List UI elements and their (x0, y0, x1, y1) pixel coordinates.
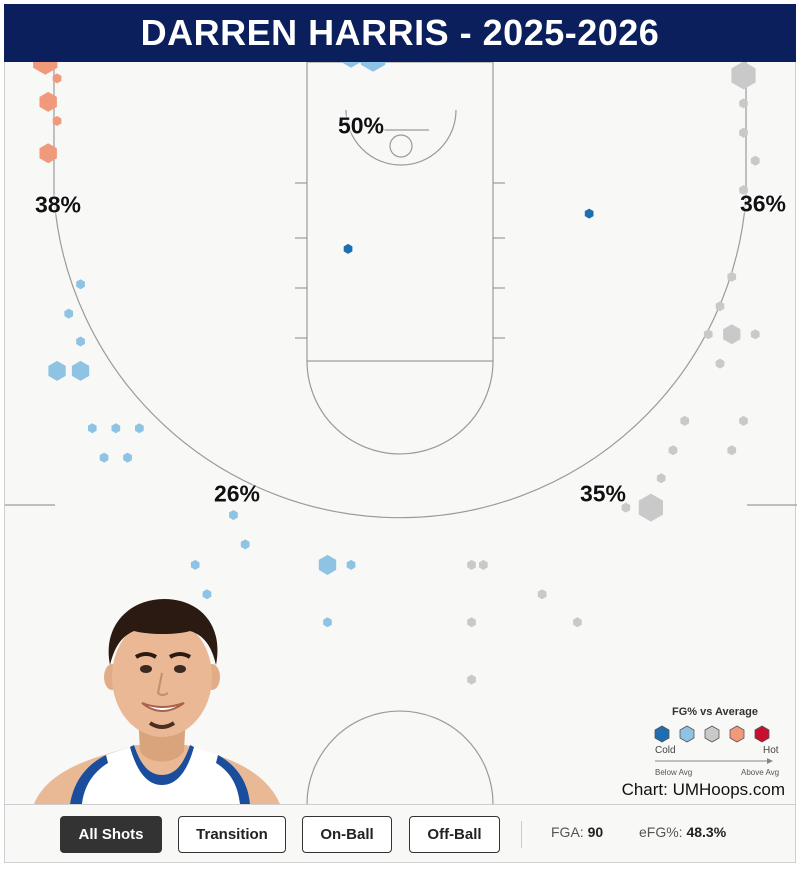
shot-hex-40 (739, 185, 748, 196)
shot-hex-39 (750, 155, 760, 166)
fga-label: FGA: (551, 824, 584, 840)
efg-stat: eFG%: 48.3% (639, 824, 726, 840)
legend: FG% vs Average Cold Hot Below Avg Above … (645, 700, 785, 780)
shot-hexes (33, 62, 760, 685)
legend-swatch-above (729, 725, 745, 743)
shot-hex-29 (190, 559, 200, 570)
shot-hex-51 (656, 473, 666, 484)
free-throw-circle (306, 360, 494, 455)
shot-hex-18 (64, 308, 74, 319)
shot-hex-41 (727, 271, 737, 282)
shot-hex-25 (99, 452, 109, 463)
shot-hex-38 (739, 127, 748, 138)
shot-hex-49 (739, 415, 748, 426)
shot-hex-48 (668, 445, 678, 456)
shot-hex-3 (39, 91, 57, 112)
legend-below-label: Below Avg (655, 768, 693, 777)
court-svg (5, 62, 797, 804)
shot-hex-54 (479, 559, 488, 570)
legend-above-label: Above Avg (741, 768, 780, 777)
efg-label: eFG%: (639, 824, 683, 840)
legend-swatch-hot (754, 725, 770, 743)
shot-hex-4 (52, 116, 62, 126)
shot-hex-15 (343, 243, 353, 254)
legend-hot-label: Hot (763, 745, 779, 756)
shot-hex-21 (71, 360, 90, 381)
three-point-line (53, 62, 747, 519)
legend-swatch-average (704, 725, 720, 743)
legend-swatches (654, 725, 770, 743)
legend-swatch-below (679, 725, 695, 743)
zone-label-left-wing: 26% (213, 480, 261, 507)
efg-value: 48.3% (686, 824, 727, 840)
rim (389, 134, 413, 158)
shot-hex-53 (638, 493, 663, 522)
shot-hex-42 (715, 301, 725, 312)
shot-hex-50 (727, 445, 737, 456)
fga-stat: FGA: 90 (551, 824, 603, 840)
shot-hex-11 (342, 62, 360, 68)
shot-hex-43 (703, 329, 713, 340)
player-headshot (34, 599, 280, 804)
shot-hex-30 (202, 589, 212, 600)
fga-value: 90 (587, 824, 604, 840)
shot-hex-27 (229, 510, 238, 520)
shot-hex-28 (240, 539, 250, 550)
shot-hex-19 (76, 336, 85, 347)
shot-hex-26 (123, 452, 132, 463)
shot-hex-22 (88, 423, 97, 434)
shot-hex-14 (449, 62, 453, 63)
shot-hex-37 (739, 98, 748, 109)
filter-all-shots-button[interactable]: All Shots (60, 816, 162, 853)
zone-label-left-corner: 38% (34, 191, 82, 218)
shot-hex-20 (48, 360, 66, 381)
legend-arrow (655, 758, 773, 764)
shot-hex-52 (621, 502, 631, 513)
shot-hex-17 (76, 279, 85, 290)
shot-hex-36 (731, 62, 756, 90)
chart-title: DARREN HARRIS - 2025-2026 (4, 4, 796, 62)
shot-hex-44 (723, 324, 741, 345)
restricted-area (345, 109, 457, 166)
legend-title: FG% vs Average (671, 706, 758, 718)
shot-hex-13 (423, 62, 426, 63)
zone-label-right-wing: 35% (579, 480, 627, 507)
shot-hex-55 (537, 589, 547, 600)
shot-hex-32 (346, 559, 356, 570)
shot-hex-1 (33, 62, 58, 75)
shot-hex-56 (467, 617, 476, 628)
shot-hex-57 (573, 617, 582, 628)
zone-label-paint: 50% (337, 112, 385, 139)
shot-hex-16 (584, 208, 594, 219)
shot-hex-2 (52, 73, 62, 84)
filter-on-ball-button[interactable]: On-Ball (302, 816, 392, 853)
shot-hex-5 (39, 143, 57, 164)
filter-transition-button[interactable]: Transition (178, 816, 286, 853)
legend-cold-label: Cold (655, 745, 676, 756)
filter-toolbar: All Shots Transition On-Ball Off-Ball FG… (4, 804, 796, 863)
shot-hex-24 (135, 423, 144, 434)
shot-hex-12 (360, 62, 386, 72)
shot-hex-31 (318, 554, 337, 575)
shot-hex-23 (111, 423, 121, 434)
shot-hex-59 (467, 559, 476, 570)
shot-hex-46 (715, 358, 725, 369)
zone-label-right-corner: 36% (739, 190, 787, 217)
shot-hex-47 (680, 415, 689, 426)
shot-hex-33 (323, 617, 332, 628)
shot-hex-58 (467, 674, 476, 685)
center-circle (306, 710, 494, 804)
chart-credit: Chart: UMHoops.com (621, 780, 785, 799)
paint-lane (306, 62, 494, 362)
filter-off-ball-button[interactable]: Off-Ball (409, 816, 500, 853)
shot-hex-45 (750, 329, 760, 340)
toolbar-divider (521, 821, 522, 848)
legend-swatch-cold (654, 725, 670, 743)
court-lines (5, 62, 797, 804)
